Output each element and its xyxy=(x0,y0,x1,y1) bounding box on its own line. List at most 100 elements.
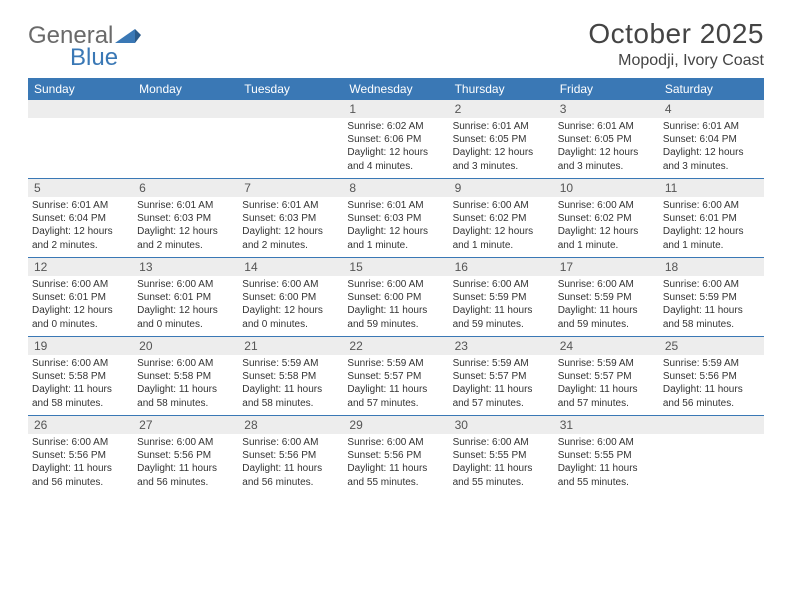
weekday-saturday: Saturday xyxy=(659,78,764,100)
day-number: 16 xyxy=(449,258,554,276)
day-cell: 1Sunrise: 6:02 AMSunset: 6:06 PMDaylight… xyxy=(343,100,448,178)
day-cell: 12 Sunrise: 6:00 AMSunset: 6:01 PMDayligh… xyxy=(28,258,133,336)
day-number: 8 xyxy=(343,179,448,197)
day-info: Sunrise: 6:01 AMSunset: 6:03 PMDaylight:… xyxy=(238,199,343,252)
daylight-text: Daylight: 12 hours and 1 minute. xyxy=(558,225,655,251)
sunset-text: Sunset: 6:05 PM xyxy=(453,133,550,146)
day-number: 28 xyxy=(238,416,343,434)
sunset-text: Sunset: 5:57 PM xyxy=(558,370,655,383)
daylight-text: Daylight: 12 hours and 2 minutes. xyxy=(137,225,234,251)
sunrise-text: Sunrise: 6:00 AM xyxy=(32,278,129,291)
daylight-text: Daylight: 12 hours and 3 minutes. xyxy=(663,146,760,172)
sunrise-text: Sunrise: 6:01 AM xyxy=(137,199,234,212)
sunrise-text: Sunrise: 6:00 AM xyxy=(453,199,550,212)
day-number: 26 xyxy=(28,416,133,434)
weeks-container: 1Sunrise: 6:02 AMSunset: 6:06 PMDaylight… xyxy=(28,100,764,494)
day-cell: 15Sunrise: 6:00 AMSunset: 6:00 PMDayligh… xyxy=(343,258,448,336)
week-row: 1Sunrise: 6:02 AMSunset: 6:06 PMDaylight… xyxy=(28,100,764,178)
sunset-text: Sunset: 6:00 PM xyxy=(242,291,339,304)
daylight-text: Daylight: 11 hours and 58 minutes. xyxy=(242,383,339,409)
sunrise-text: Sunrise: 6:00 AM xyxy=(32,436,129,449)
day-cell xyxy=(659,416,764,494)
title-block: October 2025 Mopodji, Ivory Coast xyxy=(588,18,764,70)
day-number: 7 xyxy=(238,179,343,197)
day-info: Sunrise: 6:00 AMSunset: 6:02 PMDaylight:… xyxy=(554,199,659,252)
daylight-text: Daylight: 12 hours and 3 minutes. xyxy=(453,146,550,172)
logo: GeneralBlue xyxy=(28,18,141,70)
day-number: 12 xyxy=(28,258,133,276)
daylight-text: Daylight: 11 hours and 55 minutes. xyxy=(558,462,655,488)
weekday-wednesday: Wednesday xyxy=(343,78,448,100)
daylight-text: Daylight: 11 hours and 57 minutes. xyxy=(453,383,550,409)
day-info: Sunrise: 6:00 AMSunset: 5:59 PMDaylight:… xyxy=(449,278,554,331)
weekday-header: Sunday Monday Tuesday Wednesday Thursday… xyxy=(28,78,764,100)
day-cell: 27Sunrise: 6:00 AMSunset: 5:56 PMDayligh… xyxy=(133,416,238,494)
week-row: 12 Sunrise: 6:00 AMSunset: 6:01 PMDayligh… xyxy=(28,257,764,336)
day-number: 25 xyxy=(659,337,764,355)
day-number: 3 xyxy=(554,100,659,118)
day-info: Sunrise: 5:59 AMSunset: 5:58 PMDaylight:… xyxy=(238,357,343,410)
day-cell: 13Sunrise: 6:00 AMSunset: 6:01 PMDayligh… xyxy=(133,258,238,336)
daylight-text: Daylight: 12 hours and 2 minutes. xyxy=(242,225,339,251)
sunset-text: Sunset: 5:57 PM xyxy=(347,370,444,383)
sunrise-text: Sunrise: 6:00 AM xyxy=(558,199,655,212)
header: GeneralBlue October 2025 Mopodji, Ivory … xyxy=(28,18,764,70)
sunrise-text: Sunrise: 6:00 AM xyxy=(137,357,234,370)
daylight-text: Daylight: 11 hours and 57 minutes. xyxy=(347,383,444,409)
day-cell: 17Sunrise: 6:00 AMSunset: 5:59 PMDayligh… xyxy=(554,258,659,336)
day-info: Sunrise: 6:01 AMSunset: 6:04 PMDaylight:… xyxy=(28,199,133,252)
sunset-text: Sunset: 5:58 PM xyxy=(32,370,129,383)
day-cell xyxy=(238,100,343,178)
day-number: 5 xyxy=(28,179,133,197)
daylight-text: Daylight: 12 hours and 1 minute. xyxy=(453,225,550,251)
day-cell: 31Sunrise: 6:00 AMSunset: 5:55 PMDayligh… xyxy=(554,416,659,494)
day-cell: 11Sunrise: 6:00 AMSunset: 6:01 PMDayligh… xyxy=(659,179,764,257)
day-info: Sunrise: 6:00 AMSunset: 5:58 PMDaylight:… xyxy=(133,357,238,410)
daylight-text: Daylight: 12 hours and 0 minutes. xyxy=(137,304,234,330)
sunrise-text: Sunrise: 5:59 AM xyxy=(558,357,655,370)
month-title: October 2025 xyxy=(588,18,764,50)
sunrise-text: Sunrise: 6:01 AM xyxy=(663,120,760,133)
day-number: 21 xyxy=(238,337,343,355)
daylight-text: Daylight: 11 hours and 55 minutes. xyxy=(453,462,550,488)
day-cell xyxy=(133,100,238,178)
day-info: Sunrise: 6:01 AMSunset: 6:05 PMDaylight:… xyxy=(449,120,554,173)
day-info: Sunrise: 6:01 AMSunset: 6:05 PMDaylight:… xyxy=(554,120,659,173)
sunrise-text: Sunrise: 6:01 AM xyxy=(453,120,550,133)
daylight-text: Daylight: 11 hours and 58 minutes. xyxy=(137,383,234,409)
day-cell: 24Sunrise: 5:59 AMSunset: 5:57 PMDayligh… xyxy=(554,337,659,415)
day-cell: 10Sunrise: 6:00 AMSunset: 6:02 PMDayligh… xyxy=(554,179,659,257)
day-number: 13 xyxy=(133,258,238,276)
daylight-text: Daylight: 12 hours and 0 minutes. xyxy=(32,304,129,330)
sunrise-text: Sunrise: 6:00 AM xyxy=(32,357,129,370)
sunset-text: Sunset: 5:56 PM xyxy=(663,370,760,383)
day-info: Sunrise: 6:00 AMSunset: 5:59 PMDaylight:… xyxy=(659,278,764,331)
sunset-text: Sunset: 6:01 PM xyxy=(663,212,760,225)
day-info: Sunrise: 6:00 AMSunset: 6:00 PMDaylight:… xyxy=(238,278,343,331)
day-cell: 29Sunrise: 6:00 AMSunset: 5:56 PMDayligh… xyxy=(343,416,448,494)
sunset-text: Sunset: 6:02 PM xyxy=(453,212,550,225)
day-number: 29 xyxy=(343,416,448,434)
sunrise-text: Sunrise: 6:00 AM xyxy=(242,436,339,449)
day-info: Sunrise: 6:00 AMSunset: 5:55 PMDaylight:… xyxy=(554,436,659,489)
daylight-text: Daylight: 12 hours and 3 minutes. xyxy=(558,146,655,172)
daylight-text: Daylight: 11 hours and 56 minutes. xyxy=(242,462,339,488)
day-info: Sunrise: 6:01 AMSunset: 6:04 PMDaylight:… xyxy=(659,120,764,173)
logo-text-2: Blue xyxy=(28,46,141,70)
day-info: Sunrise: 6:00 AMSunset: 5:55 PMDaylight:… xyxy=(449,436,554,489)
day-info: Sunrise: 6:00 AMSunset: 5:58 PMDaylight:… xyxy=(28,357,133,410)
day-info: Sunrise: 6:00 AMSunset: 6:01 PMDaylight:… xyxy=(659,199,764,252)
day-cell: 19Sunrise: 6:00 AMSunset: 5:58 PMDayligh… xyxy=(28,337,133,415)
location: Mopodji, Ivory Coast xyxy=(588,52,764,70)
sunrise-text: Sunrise: 6:00 AM xyxy=(558,278,655,291)
day-info: Sunrise: 6:00 AMSunset: 5:56 PMDaylight:… xyxy=(238,436,343,489)
sunset-text: Sunset: 5:59 PM xyxy=(453,291,550,304)
day-info: Sunrise: 6:00 AMSunset: 6:02 PMDaylight:… xyxy=(449,199,554,252)
day-info: Sunrise: 6:01 AMSunset: 6:03 PMDaylight:… xyxy=(133,199,238,252)
day-info: Sunrise: 5:59 AMSunset: 5:57 PMDaylight:… xyxy=(343,357,448,410)
day-number: 1 xyxy=(343,100,448,118)
day-info: Sunrise: 6:00 AMSunset: 6:01 PMDaylight:… xyxy=(28,278,133,331)
day-cell: 21 Sunrise: 5:59 AMSunset: 5:58 PMDayligh… xyxy=(238,337,343,415)
day-cell: 22Sunrise: 5:59 AMSunset: 5:57 PMDayligh… xyxy=(343,337,448,415)
weekday-sunday: Sunday xyxy=(28,78,133,100)
